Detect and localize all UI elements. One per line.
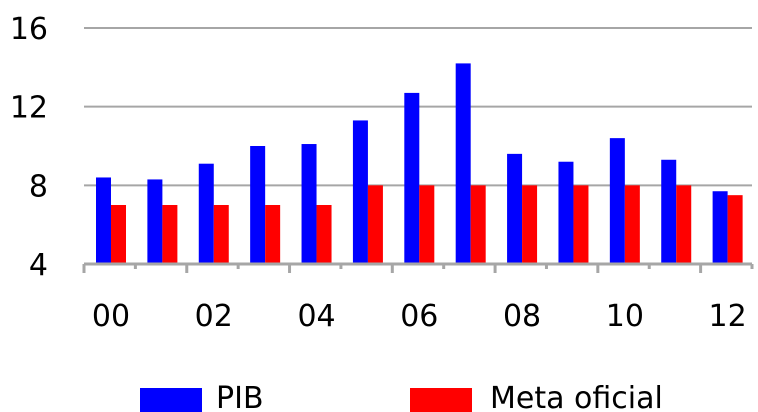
bars [96,63,743,265]
legend: PIB Meta oficial [140,381,663,412]
bar-meta-oficial [522,185,538,264]
bar-meta-oficial [111,205,126,264]
x-tick-label: 10 [606,299,644,334]
bar-pib [609,138,625,264]
legend-swatch [410,388,472,412]
bar-meta-oficial [316,205,332,264]
bar-meta-oficial [265,205,281,264]
y-tick-label: 12 [10,91,48,126]
bar-meta-oficial [727,195,743,264]
y-axis-tick-labels: 4 8 12 16 [10,12,48,283]
x-axis-tick-labels: 00 02 04 06 08 10 12 [92,299,747,334]
bar-meta-oficial [470,185,486,264]
bar-pib [352,120,368,264]
bar-pib [198,163,214,264]
bar-pib [712,191,728,264]
bar-meta-oficial [676,185,692,264]
bar-pib [404,92,420,265]
bar-pib [507,153,523,264]
bar-pib [455,63,471,265]
y-tick-label: 16 [10,12,48,47]
legend-label: Meta oficial [490,381,663,412]
legend-swatch [140,388,202,412]
bar-pib [301,144,317,264]
x-tick-label: 06 [400,299,438,334]
y-tick-label: 4 [29,248,48,283]
bar-pib [96,177,111,264]
bar-pib [558,161,574,264]
x-tick-label: 08 [503,299,541,334]
legend-label: PIB [216,381,264,412]
bar-meta-oficial [419,185,435,264]
x-tick-label: 12 [709,299,747,334]
bar-meta-oficial [162,205,178,264]
bar-meta-oficial [624,185,640,264]
x-tick-label: 02 [195,299,233,334]
bar-pib [661,159,677,264]
bar-meta-oficial [367,185,383,264]
y-tick-label: 8 [29,169,48,204]
bar-meta-oficial [573,185,589,264]
bar-meta-oficial [213,205,229,264]
x-axis [82,262,754,273]
bar-pib [250,146,266,264]
bar-pib [147,179,163,264]
x-tick-label: 00 [92,299,130,334]
x-tick-label: 04 [297,299,335,334]
